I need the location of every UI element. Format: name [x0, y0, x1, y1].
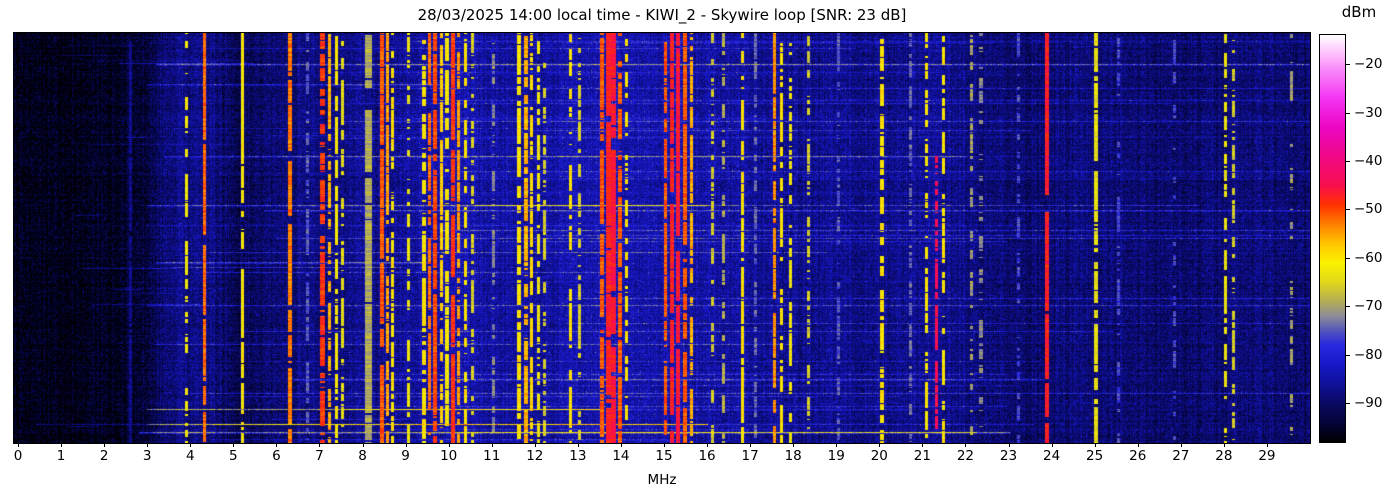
- colorbar-tick-label: −50: [1354, 201, 1383, 218]
- x-tick-mark: [577, 443, 579, 447]
- x-tick-mark: [1051, 443, 1053, 447]
- x-tick-mark: [1137, 443, 1139, 447]
- x-axis-label: MHz: [647, 472, 677, 488]
- colorbar-tick-mark: [1346, 209, 1350, 211]
- colorbar-tick-mark: [1346, 112, 1350, 114]
- x-tick-label: 17: [741, 448, 759, 464]
- x-tick-label: 29: [1258, 448, 1276, 464]
- colorbar-tick-mark: [1346, 354, 1350, 356]
- colorbar-tick-mark: [1346, 306, 1350, 308]
- colorbar-tick-mark: [1346, 160, 1350, 162]
- x-tick-mark: [448, 443, 450, 447]
- x-tick-label: 4: [185, 448, 195, 464]
- x-tick-label: 18: [784, 448, 802, 464]
- colorbar-tick-label: −80: [1354, 346, 1383, 363]
- x-tick-mark: [1266, 443, 1268, 447]
- x-tick-mark: [965, 443, 967, 447]
- spectrogram-canvas: [14, 33, 1310, 443]
- x-tick-label: 25: [1086, 448, 1104, 464]
- colorbar-label: dBm: [1341, 3, 1377, 21]
- x-tick-label: 8: [358, 448, 367, 464]
- x-tick-mark: [750, 443, 752, 447]
- x-tick-mark: [620, 443, 622, 447]
- chart-title: 28/03/2025 14:00 local time - KIWI_2 - S…: [417, 6, 907, 24]
- x-tick-mark: [491, 443, 493, 447]
- x-tick-label: 22: [956, 448, 975, 464]
- x-tick-label: 13: [569, 448, 587, 464]
- x-tick-mark: [1223, 443, 1225, 447]
- x-tick-mark: [405, 443, 407, 447]
- x-tick-mark: [18, 443, 19, 447]
- x-tick-label: 11: [483, 448, 501, 464]
- x-tick-mark: [1180, 443, 1182, 447]
- x-tick-label: 3: [142, 448, 152, 464]
- colorbar: [1319, 34, 1346, 443]
- x-tick-mark: [147, 443, 149, 447]
- x-tick-mark: [922, 443, 924, 447]
- x-tick-mark: [793, 443, 795, 447]
- x-tick-label: 27: [1172, 448, 1190, 464]
- x-tick-label: 9: [401, 448, 410, 464]
- x-tick-label: 26: [1129, 448, 1147, 464]
- colorbar-gradient: [1320, 35, 1345, 442]
- x-tick-mark: [663, 443, 665, 447]
- x-tick-label: 16: [698, 448, 716, 464]
- x-tick-mark: [104, 443, 106, 447]
- x-tick-mark: [879, 443, 881, 447]
- x-tick-mark: [276, 443, 278, 447]
- colorbar-tick-label: −60: [1354, 249, 1383, 266]
- x-tick-label: 15: [655, 448, 673, 464]
- x-tick-label: 28: [1215, 448, 1233, 464]
- x-tick-mark: [362, 443, 364, 447]
- x-tick-label: 19: [827, 448, 845, 464]
- x-tick-mark: [1094, 443, 1096, 447]
- colorbar-tick-label: −40: [1354, 152, 1383, 169]
- x-tick-label: 23: [999, 448, 1018, 464]
- x-tick-mark: [836, 443, 838, 447]
- x-tick-mark: [61, 443, 63, 447]
- x-tick-label: 20: [870, 448, 888, 464]
- x-tick-mark: [534, 443, 536, 447]
- x-tick-label: 6: [272, 448, 281, 464]
- x-tick-label: 10: [440, 448, 458, 464]
- colorbar-tick-label: −20: [1354, 56, 1383, 73]
- x-tick-label: 7: [315, 448, 324, 464]
- plot-frame: [13, 32, 1311, 444]
- colorbar-tick-mark: [1346, 64, 1350, 66]
- colorbar-tick-label: −90: [1354, 395, 1383, 412]
- x-tick-label: 12: [526, 448, 544, 464]
- x-tick-mark: [1008, 443, 1010, 447]
- x-tick-mark: [190, 443, 192, 447]
- x-tick-label: 1: [56, 448, 66, 464]
- x-tick-label: 21: [913, 448, 931, 464]
- x-tick-label: 24: [1042, 448, 1061, 464]
- x-tick-label: 14: [612, 448, 630, 464]
- x-tick-label: 0: [13, 448, 23, 464]
- x-tick-mark: [707, 443, 709, 447]
- x-tick-label: 2: [99, 448, 109, 464]
- colorbar-tick-mark: [1346, 257, 1350, 259]
- colorbar-tick-label: −30: [1354, 104, 1383, 121]
- x-tick-mark: [319, 443, 321, 447]
- colorbar-tick-mark: [1346, 403, 1350, 405]
- x-tick-label: 5: [229, 448, 238, 464]
- x-tick-mark: [233, 443, 235, 447]
- colorbar-tick-label: −70: [1354, 298, 1383, 315]
